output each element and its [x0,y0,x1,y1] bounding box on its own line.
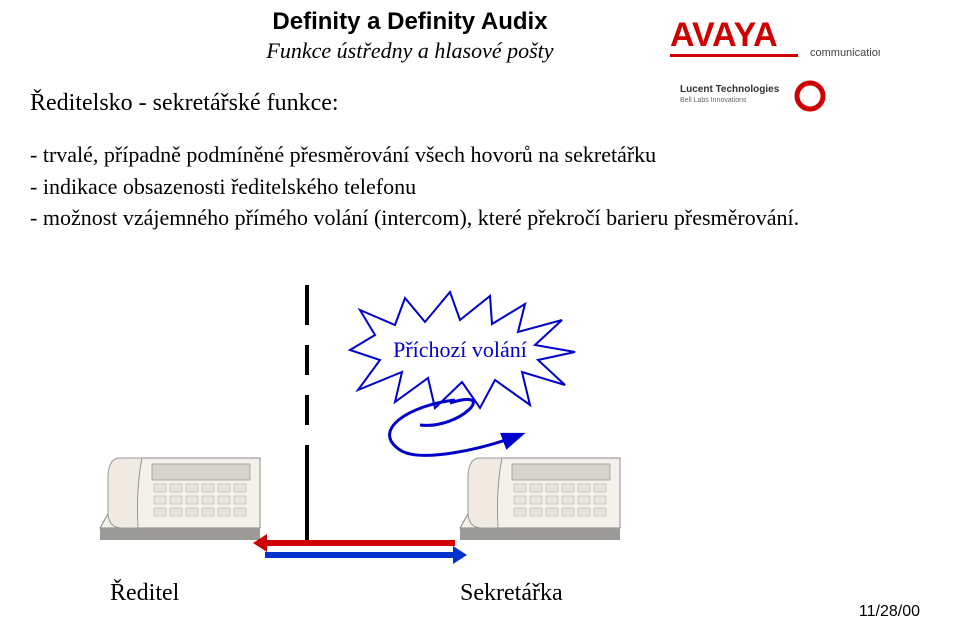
svg-text:communication: communication [810,47,880,59]
title-line-1: Definity a Definity Audix [200,8,620,36]
avaya-logo: AVAYA communication [670,14,880,69]
title-line-2: Funkce ústředny a hlasové pošty [200,38,620,64]
barrier-line [305,285,309,545]
slide-title: Definity a Definity Audix Funkce ústředn… [200,8,620,64]
arrow-to-secretary [265,552,455,558]
bullet-1: - trvalé, případně podmíněné přesměrován… [30,140,810,170]
arrow-to-director [265,540,455,546]
svg-text:AVAYA: AVAYA [670,16,778,54]
barrier-seg [305,285,309,325]
lucent-sub: Bell Labs Innovations [680,97,747,104]
barrier-seg [305,395,309,425]
label-director: Ředitel [110,580,179,607]
label-secretary: Sekretářka [460,580,563,607]
barrier-seg [305,445,309,545]
section-heading: Ředitelsko - sekretářské funkce: [30,90,339,117]
secretary-phone-icon [450,438,630,548]
director-phone-icon [90,438,270,548]
incoming-call-starburst: Příchozí volání [340,290,580,410]
bullet-3: - možnost vzájemného přímého volání (int… [30,203,810,233]
starburst-label: Příchozí volání [393,337,527,363]
barrier-seg [305,345,309,375]
footer-date: 11/28/00 [859,603,920,621]
bullet-2: - indikace obsazenosti ředitelského tele… [30,172,810,202]
lucent-text: Lucent Technologies [680,84,780,95]
lucent-logo: Lucent Technologies Bell Labs Innovation… [680,80,880,121]
body-text: - trvalé, případně podmíněné přesměrován… [30,140,810,235]
